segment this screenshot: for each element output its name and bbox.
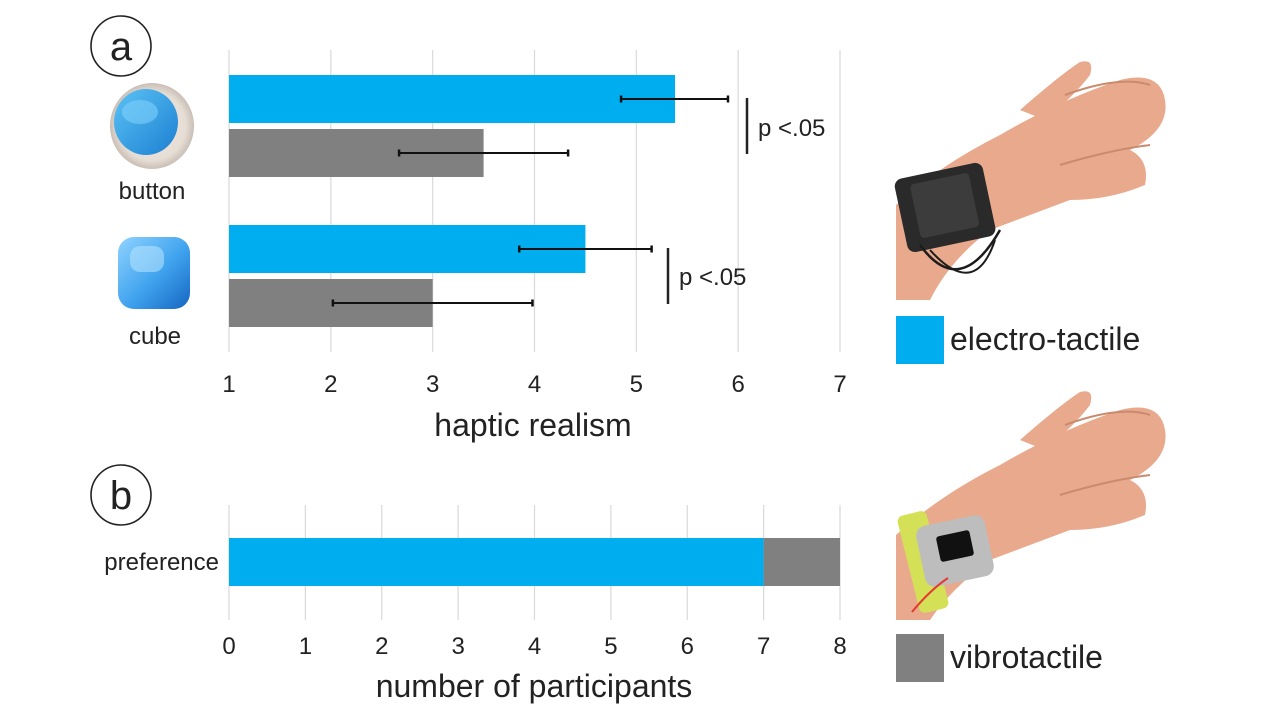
chart-b-tick-label: 8 (833, 633, 846, 660)
chart-a-bars (229, 75, 676, 327)
chart-b-tick-label: 3 (451, 633, 464, 660)
chart-a-tick-label: 4 (528, 371, 541, 398)
hand-with-electro-tactile-wristband (894, 61, 1166, 300)
chart-b-bar (763, 538, 840, 586)
significance-cube: p <.05 (666, 248, 746, 304)
chart-a-tick-label: 2 (324, 371, 337, 398)
significance-button: p <.05 (745, 98, 825, 154)
significance-cube-label: p <.05 (679, 264, 746, 291)
category-preference-label: preference (104, 549, 219, 576)
legend-electro-tactile-label: electro-tactile (950, 321, 1140, 357)
category-cube-label: cube (129, 323, 181, 350)
chart-b-tick-label: 4 (528, 633, 541, 660)
chart-a-tick-labels: 1 2 3 4 5 6 7 (222, 371, 846, 398)
chart-a-error-bars (331, 95, 730, 307)
chart-b-tick-label: 6 (681, 633, 694, 660)
chart-b-xlabel: number of participants (376, 668, 693, 704)
chart-b-tick-labels: 0 1 2 3 4 5 6 7 8 (222, 633, 846, 660)
panel-a-label: a (90, 15, 152, 77)
panel-b-letter: b (110, 474, 132, 518)
legend-vibrotactile-swatch (896, 634, 944, 682)
chart-a-bar (229, 75, 676, 123)
blue-button-icon (110, 83, 194, 169)
chart-a-xlabel: haptic realism (434, 407, 631, 443)
chart-a-tick-label: 3 (426, 371, 439, 398)
panel-a-letter: a (110, 25, 133, 69)
chart-b-tick-label: 5 (604, 633, 617, 660)
chart-b-tick-label: 7 (757, 633, 770, 660)
panel-b-label: b (90, 464, 152, 526)
chart-a-tick-label: 5 (630, 371, 643, 398)
chart-b-tick-label: 2 (375, 633, 388, 660)
chart-a-tick-label: 6 (731, 371, 744, 398)
chart-b-tick-label: 1 (299, 633, 312, 660)
chart-a-tick-label: 7 (833, 371, 846, 398)
blue-cube-icon (118, 237, 190, 309)
chart-b-bar (229, 538, 764, 586)
chart-a-tick-label: 1 (222, 371, 235, 398)
legend-electro-tactile-swatch (896, 316, 944, 364)
chart-b-tick-label: 0 (222, 633, 235, 660)
hand-with-vibrotactile-device (896, 391, 1166, 620)
chart-b-bars (229, 538, 840, 586)
legend-vibrotactile-label: vibrotactile (950, 639, 1103, 675)
category-button-label: button (119, 178, 186, 205)
significance-button-label: p <.05 (758, 115, 825, 142)
